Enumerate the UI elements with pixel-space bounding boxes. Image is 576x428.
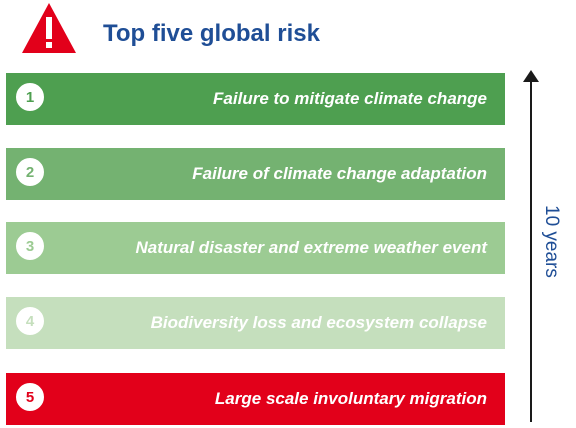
risk-item: 4 Biodiversity loss and ecosystem collap…	[6, 297, 505, 349]
arrow-up-icon	[523, 70, 539, 82]
risk-label: Failure of climate change adaptation	[192, 164, 487, 183]
timeline-line	[530, 80, 532, 422]
risk-label: Natural disaster and extreme weather eve…	[135, 238, 487, 257]
risk-label: Large scale involuntary migration	[214, 389, 487, 408]
risk-rank-badge: 4	[16, 307, 44, 335]
risk-label: Biodiversity loss and ecosystem collapse	[150, 313, 487, 332]
risk-rank-badge: 1	[16, 83, 44, 111]
risk-item: 1 Failure to mitigate climate change	[6, 73, 505, 125]
header: Top five global risk	[0, 0, 576, 66]
risk-rank-badge: 3	[16, 232, 44, 260]
risk-rank-badge: 2	[16, 158, 44, 186]
risk-item: 5 Large scale involuntary migration	[6, 373, 505, 425]
risk-item: 2 Failure of climate change adaptation	[6, 148, 505, 200]
risk-item: 3 Natural disaster and extreme weather e…	[6, 222, 505, 274]
timeline-label: 10 years	[541, 205, 562, 278]
timeline-axis: 10 years	[510, 70, 562, 426]
page-title: Top five global risk	[103, 20, 320, 47]
warning-triangle-icon	[21, 2, 77, 54]
risk-label: Failure to mitigate climate change	[213, 89, 487, 108]
risk-list: 1 Failure to mitigate climate change 2 F…	[6, 73, 505, 425]
risk-rank-badge: 5	[16, 383, 44, 411]
